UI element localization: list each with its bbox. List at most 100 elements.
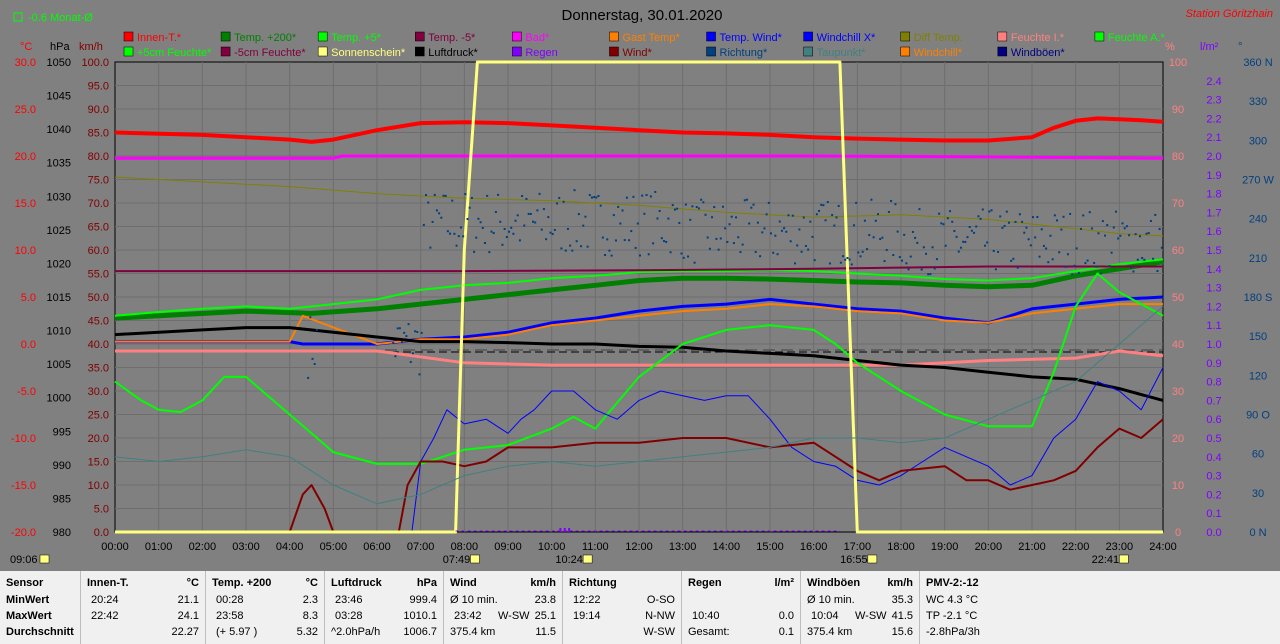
direction-point — [918, 208, 921, 211]
time-marker: 09:06 — [10, 554, 38, 566]
direction-point — [1123, 227, 1126, 230]
direction-point — [1099, 272, 1102, 275]
stats-windboeen-r0-a: Ø 10 min. — [807, 594, 855, 606]
direction-point — [538, 192, 541, 195]
direction-point — [483, 242, 486, 245]
legend-label: Gast Temp* — [622, 32, 680, 44]
stats-richtung-r0-dir: O-SO — [646, 594, 675, 606]
rain-bar — [568, 528, 571, 532]
direction-point — [868, 234, 871, 237]
y-tick-celsius: 30.0 — [15, 57, 36, 69]
direction-point — [477, 217, 480, 220]
y-tick-kmh: 60.0 — [88, 245, 109, 257]
stats-richtung-r1-time: 19:14 — [573, 610, 601, 622]
stats-innen-title: Innen-T. — [87, 577, 129, 589]
weather-chart: 00:00 01:00 02:00 03:00 04:00 05:00 06:00 07:00… — [10, 7, 1275, 566]
direction-point — [1071, 273, 1074, 276]
direction-point — [999, 215, 1002, 218]
x-tick-label: 07:00 — [407, 541, 435, 553]
direction-point — [617, 205, 620, 208]
stats-luftdruck-column: Luftdruck hPa 23:46 999.4 03:28 1010.1 ^2.0… — [325, 571, 444, 644]
direction-point — [770, 232, 772, 235]
legend-label: Taupunkt* — [817, 47, 867, 59]
direction-point — [510, 226, 513, 229]
y-tick-lm2: 1.7 — [1206, 207, 1221, 219]
direction-point — [975, 225, 978, 228]
direction-point — [879, 237, 882, 240]
x-tick-label: 24:00 — [1149, 541, 1177, 553]
direction-point — [927, 273, 930, 276]
x-tick-label: 21:00 — [1018, 541, 1046, 553]
direction-point — [774, 234, 777, 237]
direction-point — [842, 255, 845, 258]
legend-label: Windböen* — [1011, 47, 1066, 59]
y-tick-direction: 120 — [1249, 370, 1267, 382]
direction-point — [494, 210, 497, 213]
direction-point — [501, 243, 504, 246]
legend-swatch — [609, 46, 619, 57]
rain-bar — [559, 528, 562, 532]
y-tick-direction: 150 — [1249, 331, 1267, 343]
stats-temp200-max-value: 8.3 — [302, 610, 318, 622]
stats-windboeen-r0-c: 35.3 — [891, 594, 913, 606]
direction-point — [553, 228, 556, 231]
direction-point — [562, 200, 565, 203]
direction-point — [863, 219, 866, 222]
direction-point — [516, 214, 519, 217]
direction-point — [693, 261, 696, 264]
x-tick-label: 10:00 — [538, 541, 566, 553]
y-tick-lm2: 0.4 — [1206, 452, 1221, 464]
direction-point — [429, 246, 432, 249]
direction-point — [916, 241, 919, 244]
direction-point — [532, 220, 535, 223]
direction-point — [656, 217, 659, 220]
stats-windboeen-r1-c: 41.5 — [891, 610, 913, 622]
direction-point — [826, 201, 829, 204]
stats-windboeen-r2-a: 375.4 km — [807, 626, 853, 638]
direction-point — [949, 210, 952, 213]
direction-point — [473, 250, 476, 253]
direction-point — [660, 237, 663, 240]
direction-point — [1038, 255, 1041, 258]
direction-point — [942, 223, 945, 226]
stats-richtung-title: Richtung — [569, 577, 617, 589]
y-tick-hpa: 1000 — [47, 393, 71, 405]
stats-row-min: MinWert — [6, 594, 50, 606]
direction-point — [678, 221, 681, 224]
direction-point — [409, 360, 412, 363]
y-tick-kmh: 65.0 — [88, 222, 109, 234]
direction-point — [1073, 264, 1076, 267]
direction-point — [711, 216, 714, 219]
y-tick-lm2: 1.1 — [1206, 320, 1221, 332]
direction-point — [630, 230, 633, 233]
direction-point — [1034, 236, 1037, 239]
direction-point — [820, 203, 823, 206]
direction-point — [890, 199, 893, 202]
direction-point — [804, 244, 807, 247]
direction-point — [614, 239, 617, 242]
y-tick-hpa: 995 — [53, 426, 71, 438]
direction-point — [466, 218, 469, 221]
series-feuchte-a — [114, 272, 1164, 465]
direction-point — [612, 214, 615, 217]
direction-point — [492, 232, 495, 235]
direction-point — [311, 357, 314, 360]
y-tick-direction: 360 N — [1243, 57, 1272, 69]
direction-point — [796, 244, 799, 247]
y-tick-lm2: 1.0 — [1206, 339, 1221, 351]
stats-sensor-column: Sensor MinWert MaxWert Durchschnitt — [0, 571, 81, 644]
x-tick-label: 14:00 — [713, 541, 741, 553]
y-tick-percent: 20 — [1172, 433, 1184, 445]
y-tick-celsius: 25.0 — [15, 104, 36, 116]
direction-point — [988, 210, 991, 213]
direction-point — [1128, 234, 1131, 237]
y-tick-lm2: 1.9 — [1206, 170, 1221, 182]
direction-point — [855, 201, 858, 204]
direction-point — [1014, 220, 1017, 223]
y-tick-kmh: 90.0 — [88, 104, 109, 116]
stats-richtung-r0-time: 12:22 — [573, 594, 601, 606]
direction-point — [569, 244, 572, 247]
stats-windboeen-r1-b: W-SW — [855, 610, 887, 622]
direction-point — [1104, 234, 1107, 237]
direction-point — [523, 224, 526, 227]
